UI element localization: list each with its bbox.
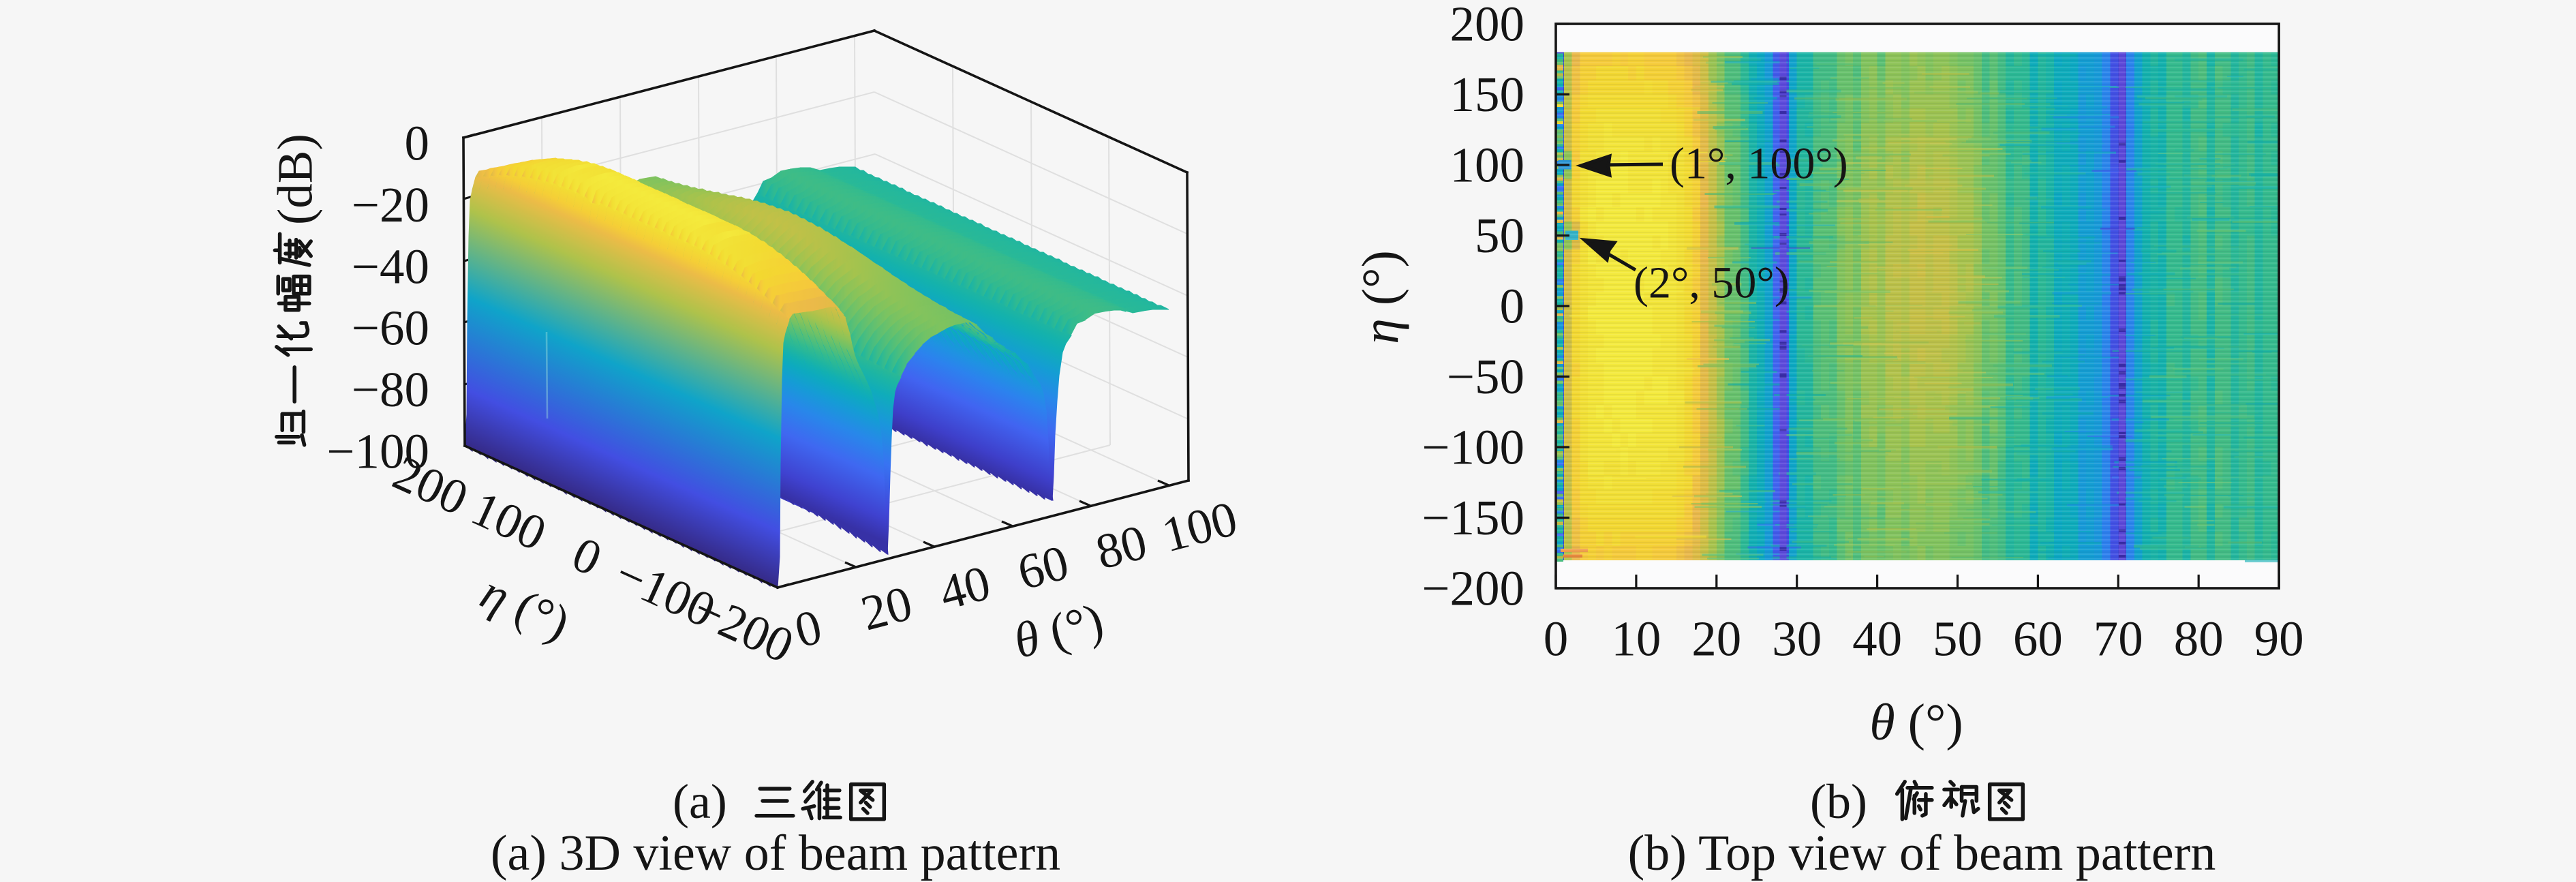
svg-text:70: 70 [2094,611,2143,667]
svg-text:10: 10 [1611,611,1661,667]
svg-text:η (°): η (°) [473,564,578,651]
svg-text:100: 100 [463,480,554,561]
svg-text:40: 40 [934,555,996,621]
svg-text:(dB): (dB) [268,134,323,225]
svg-text:80: 80 [2174,611,2224,667]
svg-text:−200: −200 [686,581,802,673]
svg-text:−40: −40 [352,239,429,294]
svg-text:20: 20 [855,575,917,641]
svg-text:60: 60 [2013,611,2063,667]
svg-text:−100: −100 [1422,420,1524,475]
svg-text:−50: −50 [1447,349,1524,404]
svg-text:θ (°): θ (°) [1869,694,1963,751]
svg-text:0: 0 [789,598,827,658]
svg-text:(2°, 50°): (2°, 50°) [1634,258,1790,308]
svg-text:−150: −150 [1422,490,1524,545]
svg-text:(b) Top view of beam pattern: (b) Top view of beam pattern [1628,825,2216,881]
svg-text:0: 0 [405,116,430,171]
svg-text:20: 20 [1691,611,1741,667]
svg-text:−60: −60 [352,301,429,356]
svg-text:150: 150 [1450,67,1525,122]
svg-text:60: 60 [1012,534,1074,600]
svg-text:50: 50 [1933,611,1982,667]
svg-text:0: 0 [1500,279,1525,334]
svg-text:−100: −100 [326,424,429,479]
svg-text:30: 30 [1772,611,1822,667]
svg-text:100: 100 [1450,138,1525,193]
svg-text:100: 100 [1156,491,1242,563]
svg-text:200: 200 [1450,0,1525,52]
svg-text:90: 90 [2254,611,2304,667]
svg-text:η (°): η (°) [1352,250,1409,344]
svg-text:50: 50 [1475,208,1524,263]
svg-text:−80: −80 [352,362,429,417]
svg-text:(a): (a) [673,774,727,829]
svg-text:80: 80 [1090,514,1152,580]
svg-text:0: 0 [564,526,610,587]
svg-text:(b): (b) [1810,774,1867,829]
svg-text:θ (°): θ (°) [1008,592,1109,669]
svg-text:(1°, 100°): (1°, 100°) [1670,139,1848,189]
svg-text:−200: −200 [1422,561,1524,616]
svg-text:0: 0 [1544,611,1569,667]
svg-text:40: 40 [1852,611,1902,667]
svg-text:−20: −20 [352,177,429,232]
svg-text:(a) 3D view of beam pattern: (a) 3D view of beam pattern [491,825,1060,881]
